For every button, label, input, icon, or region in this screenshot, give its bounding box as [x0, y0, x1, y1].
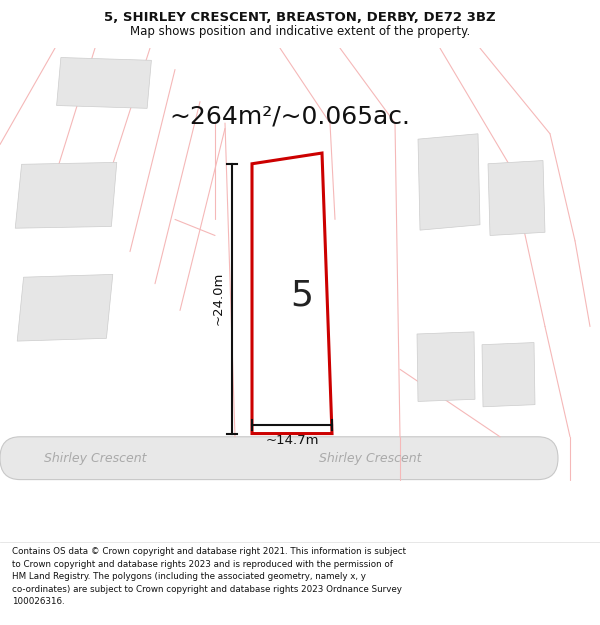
- Text: Shirley Crescent: Shirley Crescent: [319, 452, 421, 464]
- Polygon shape: [15, 162, 117, 228]
- Text: Contains OS data © Crown copyright and database right 2021. This information is : Contains OS data © Crown copyright and d…: [12, 548, 406, 606]
- Text: 5: 5: [290, 279, 313, 313]
- Text: 5, SHIRLEY CRESCENT, BREASTON, DERBY, DE72 3BZ: 5, SHIRLEY CRESCENT, BREASTON, DERBY, DE…: [104, 11, 496, 24]
- Polygon shape: [418, 134, 480, 230]
- Text: ~24.0m: ~24.0m: [212, 272, 224, 326]
- Polygon shape: [252, 153, 332, 434]
- FancyBboxPatch shape: [0, 437, 558, 479]
- Polygon shape: [56, 58, 151, 108]
- Polygon shape: [488, 161, 545, 236]
- Polygon shape: [417, 332, 475, 401]
- Polygon shape: [482, 342, 535, 407]
- Polygon shape: [17, 274, 113, 341]
- Text: Shirley Crescent: Shirley Crescent: [44, 452, 146, 464]
- Text: ~264m²/~0.065ac.: ~264m²/~0.065ac.: [170, 104, 410, 128]
- Polygon shape: [254, 209, 310, 305]
- Text: ~14.7m: ~14.7m: [265, 434, 319, 446]
- Text: Map shows position and indicative extent of the property.: Map shows position and indicative extent…: [130, 24, 470, 38]
